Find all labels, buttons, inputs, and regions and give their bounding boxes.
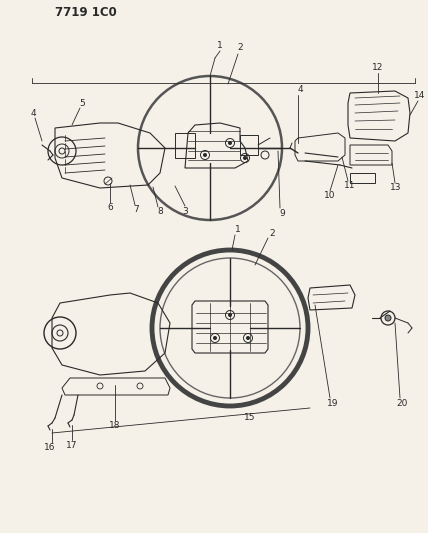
Text: 1: 1 xyxy=(235,224,241,233)
Text: 15: 15 xyxy=(244,414,256,423)
Text: 13: 13 xyxy=(390,183,402,192)
Circle shape xyxy=(247,336,250,340)
Text: 11: 11 xyxy=(344,182,356,190)
Circle shape xyxy=(203,154,206,157)
Text: 16: 16 xyxy=(44,443,56,453)
Text: 2: 2 xyxy=(237,44,243,52)
Text: 9: 9 xyxy=(279,208,285,217)
Circle shape xyxy=(229,313,232,317)
Text: 12: 12 xyxy=(372,63,383,72)
Text: 7719 1C0: 7719 1C0 xyxy=(55,6,117,20)
Text: 6: 6 xyxy=(107,204,113,213)
Text: 18: 18 xyxy=(109,422,121,431)
Text: 14: 14 xyxy=(414,92,426,101)
Text: 4: 4 xyxy=(297,85,303,94)
Circle shape xyxy=(385,315,391,321)
Circle shape xyxy=(214,336,217,340)
Text: 19: 19 xyxy=(327,399,339,408)
Text: 4: 4 xyxy=(30,109,36,117)
Text: 1: 1 xyxy=(217,42,223,51)
Text: 5: 5 xyxy=(79,99,85,108)
Text: 2: 2 xyxy=(269,229,275,238)
Text: 3: 3 xyxy=(182,206,188,215)
Circle shape xyxy=(229,141,232,144)
Text: 8: 8 xyxy=(157,207,163,216)
Text: 20: 20 xyxy=(396,399,408,408)
Text: 7: 7 xyxy=(133,206,139,214)
Text: 17: 17 xyxy=(66,440,78,449)
Circle shape xyxy=(244,157,247,159)
Text: 10: 10 xyxy=(324,191,336,200)
